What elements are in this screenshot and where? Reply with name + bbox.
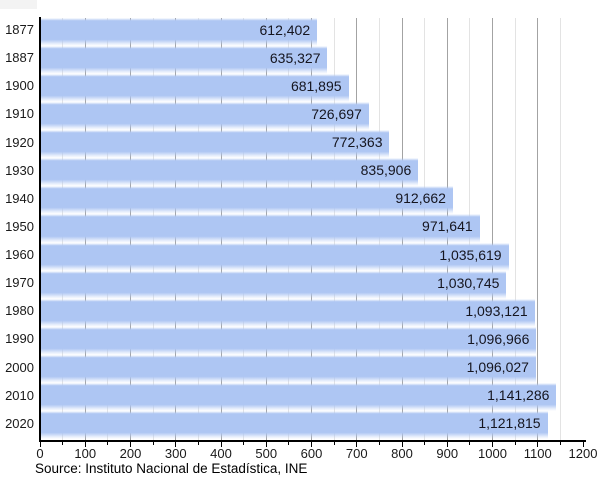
major-tick	[401, 441, 403, 447]
year-label-1920: 1920	[5, 134, 34, 150]
minor-tick	[469, 441, 471, 445]
year-label-1980: 1980	[5, 303, 34, 319]
bar-1960: 1,035,619	[40, 242, 509, 271]
bar-1877: 612,402	[40, 17, 318, 46]
bar-value-label: 1,093,121	[465, 302, 528, 319]
x-tick-label-700: 700	[345, 446, 368, 461]
bar-value-label: 971,641	[422, 218, 473, 235]
x-tick-label-200: 200	[119, 446, 142, 461]
major-gridline	[492, 17, 493, 440]
bar-value-label: 726,697	[311, 105, 362, 122]
major-tick	[265, 441, 267, 447]
minor-tick	[107, 441, 109, 445]
y-axis-line	[38, 16, 41, 442]
minor-gridline	[514, 17, 516, 440]
x-tick-label-100: 100	[74, 446, 97, 461]
major-tick	[311, 441, 312, 447]
bar-1950: 971,641	[40, 214, 480, 243]
minor-tick	[152, 441, 154, 445]
bar-1990: 1,096,966	[40, 326, 537, 356]
bar-value-label: 912,662	[395, 190, 446, 207]
major-tick	[175, 441, 177, 447]
x-tick-label-500: 500	[255, 446, 278, 461]
x-axis-line	[38, 439, 586, 442]
x-tick-label-1200: 1200	[568, 446, 598, 461]
major-tick	[582, 441, 584, 447]
minor-tick	[514, 441, 516, 445]
year-label-1887: 1887	[5, 50, 34, 66]
bar-2020: 1,121,815	[40, 411, 548, 440]
bar-value-label: 835,906	[360, 162, 412, 179]
x-tick-label-300: 300	[164, 446, 187, 461]
source-caption: Source: Instituto Nacional de Estadístic…	[35, 461, 308, 476]
year-label-1970: 1970	[5, 275, 34, 291]
year-label-2020: 2020	[5, 415, 34, 431]
year-label-2000: 2000	[5, 359, 34, 375]
x-tick-label-0: 0	[36, 446, 44, 461]
year-label-1930: 1930	[5, 162, 34, 178]
year-label-1990: 1990	[5, 331, 34, 347]
minor-tick	[197, 441, 199, 445]
minor-tick	[424, 441, 426, 445]
bar-value-label: 1,121,815	[478, 415, 541, 432]
minor-tick	[288, 441, 290, 445]
bar-value-label: 772,363	[331, 134, 383, 151]
year-label-1910: 1910	[5, 106, 34, 122]
year-label-1900: 1900	[5, 78, 34, 94]
bar-value-label: 1,141,286	[487, 387, 550, 404]
minor-tick	[559, 441, 561, 445]
bar-value-label: 635,327	[269, 49, 321, 66]
major-tick	[84, 441, 86, 447]
bar-2000: 1,096,027	[40, 355, 536, 384]
minor-tick	[62, 441, 64, 445]
minor-tick	[333, 441, 335, 445]
major-tick	[39, 441, 41, 447]
year-label-1940: 1940	[5, 190, 34, 206]
minor-tick	[243, 441, 245, 445]
bar-value-label: 1,030,745	[437, 274, 500, 291]
bar-1930: 835,906	[40, 158, 419, 187]
x-tick-label-400: 400	[210, 446, 232, 461]
bar-1980: 1,093,121	[40, 298, 535, 327]
major-gridline	[582, 17, 583, 440]
minor-tick	[378, 441, 380, 445]
x-tick-label-1100: 1100	[523, 446, 552, 461]
bar-1900: 681,895	[40, 73, 349, 102]
plot-area: 612,402 635,327 681,895 726,697 772,363 835,9…	[40, 17, 583, 440]
bar-1910: 726,697	[40, 101, 369, 131]
year-label-2010: 2010	[5, 387, 34, 403]
major-tick	[220, 441, 222, 447]
corner-artifact	[0, 0, 37, 9]
x-tick-label-900: 900	[436, 446, 459, 461]
bar-value-label: 1,035,619	[439, 246, 502, 263]
bar-1970: 1,030,745	[40, 270, 507, 299]
major-tick	[130, 441, 131, 447]
bar-1940: 912,662	[40, 186, 453, 215]
bar-1920: 772,363	[40, 130, 390, 159]
bar-value-label: 681,895	[290, 77, 342, 94]
major-gridline	[537, 17, 539, 440]
major-tick	[356, 441, 358, 447]
year-label-1960: 1960	[5, 247, 34, 263]
bar-2010: 1,141,286	[40, 383, 557, 412]
x-tick-label-600: 600	[300, 446, 323, 461]
major-tick	[446, 441, 448, 447]
major-tick	[537, 441, 539, 447]
bar-value-label: 1,096,966	[467, 330, 530, 347]
bar-1887: 635,327	[40, 45, 328, 74]
major-tick	[492, 441, 493, 447]
minor-gridline	[559, 17, 561, 440]
x-tick-label-800: 800	[391, 446, 413, 461]
year-label-1877: 1877	[5, 22, 34, 37]
x-tick-label-1000: 1000	[478, 446, 507, 461]
year-label-1950: 1950	[5, 218, 34, 234]
bar-value-label: 1,096,027	[466, 359, 529, 376]
bar-value-label: 612,402	[259, 21, 311, 38]
